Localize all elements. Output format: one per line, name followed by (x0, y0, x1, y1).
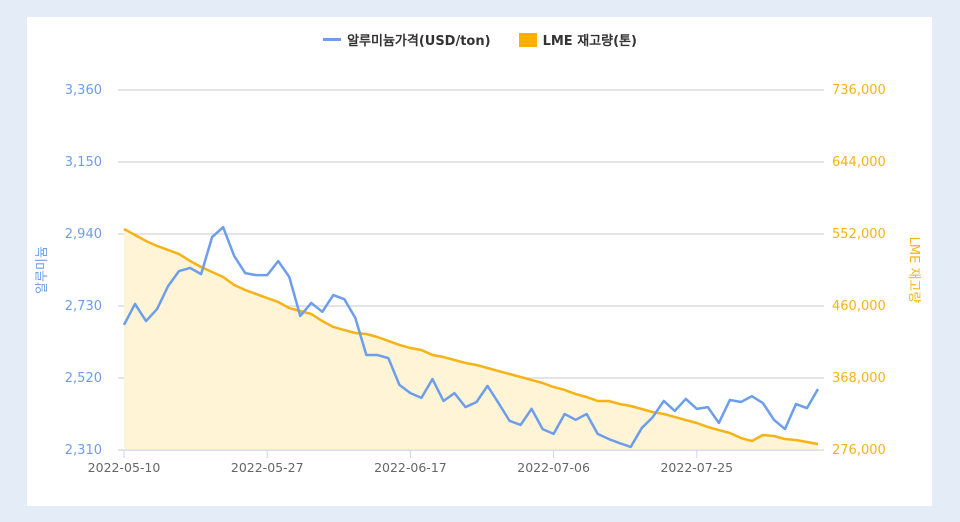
x-tick-label: 2022-07-25 (660, 460, 733, 475)
left-tick-label: 2,940 (65, 227, 102, 242)
right-tick-label: 460,000 (832, 299, 886, 314)
left-tick-label: 2,730 (65, 299, 102, 314)
left-axis-title: 알루미늄 (35, 246, 50, 294)
right-tick-label: 368,000 (832, 371, 886, 386)
stock-area (124, 228, 818, 450)
x-tick-label: 2022-05-10 (88, 460, 161, 475)
left-tick-label: 2,520 (65, 371, 102, 386)
right-tick-label: 276,000 (832, 443, 886, 458)
legend: 알루미늄가격(USD/ton) LME 재고량(톤) (0, 30, 960, 49)
legend-line-swatch (323, 38, 342, 41)
left-tick-label: 3,150 (65, 155, 102, 170)
legend-label-stock: LME 재고량(톤) (542, 34, 637, 49)
x-tick-label: 2022-06-17 (374, 460, 447, 475)
left-tick-label: 2,310 (65, 443, 102, 458)
legend-item-stock[interactable]: LME 재고량(톤) (518, 30, 637, 49)
right-tick-label: 644,000 (832, 155, 886, 170)
x-tick-label: 2022-07-06 (517, 460, 590, 475)
stock-line (123, 227, 819, 446)
legend-item-price[interactable]: 알루미늄가격(USD/ton) (323, 30, 491, 49)
right-tick-label: 736,000 (832, 83, 886, 98)
left-tick-label: 3,360 (65, 83, 102, 98)
x-tick-label: 2022-05-27 (231, 460, 304, 475)
price-line (122, 225, 820, 449)
legend-box-swatch (518, 32, 537, 47)
right-tick-label: 552,000 (832, 227, 886, 242)
legend-label-price: 알루미늄가격(USD/ton) (347, 34, 491, 49)
right-axis-title: LME 재고량 (906, 237, 921, 304)
